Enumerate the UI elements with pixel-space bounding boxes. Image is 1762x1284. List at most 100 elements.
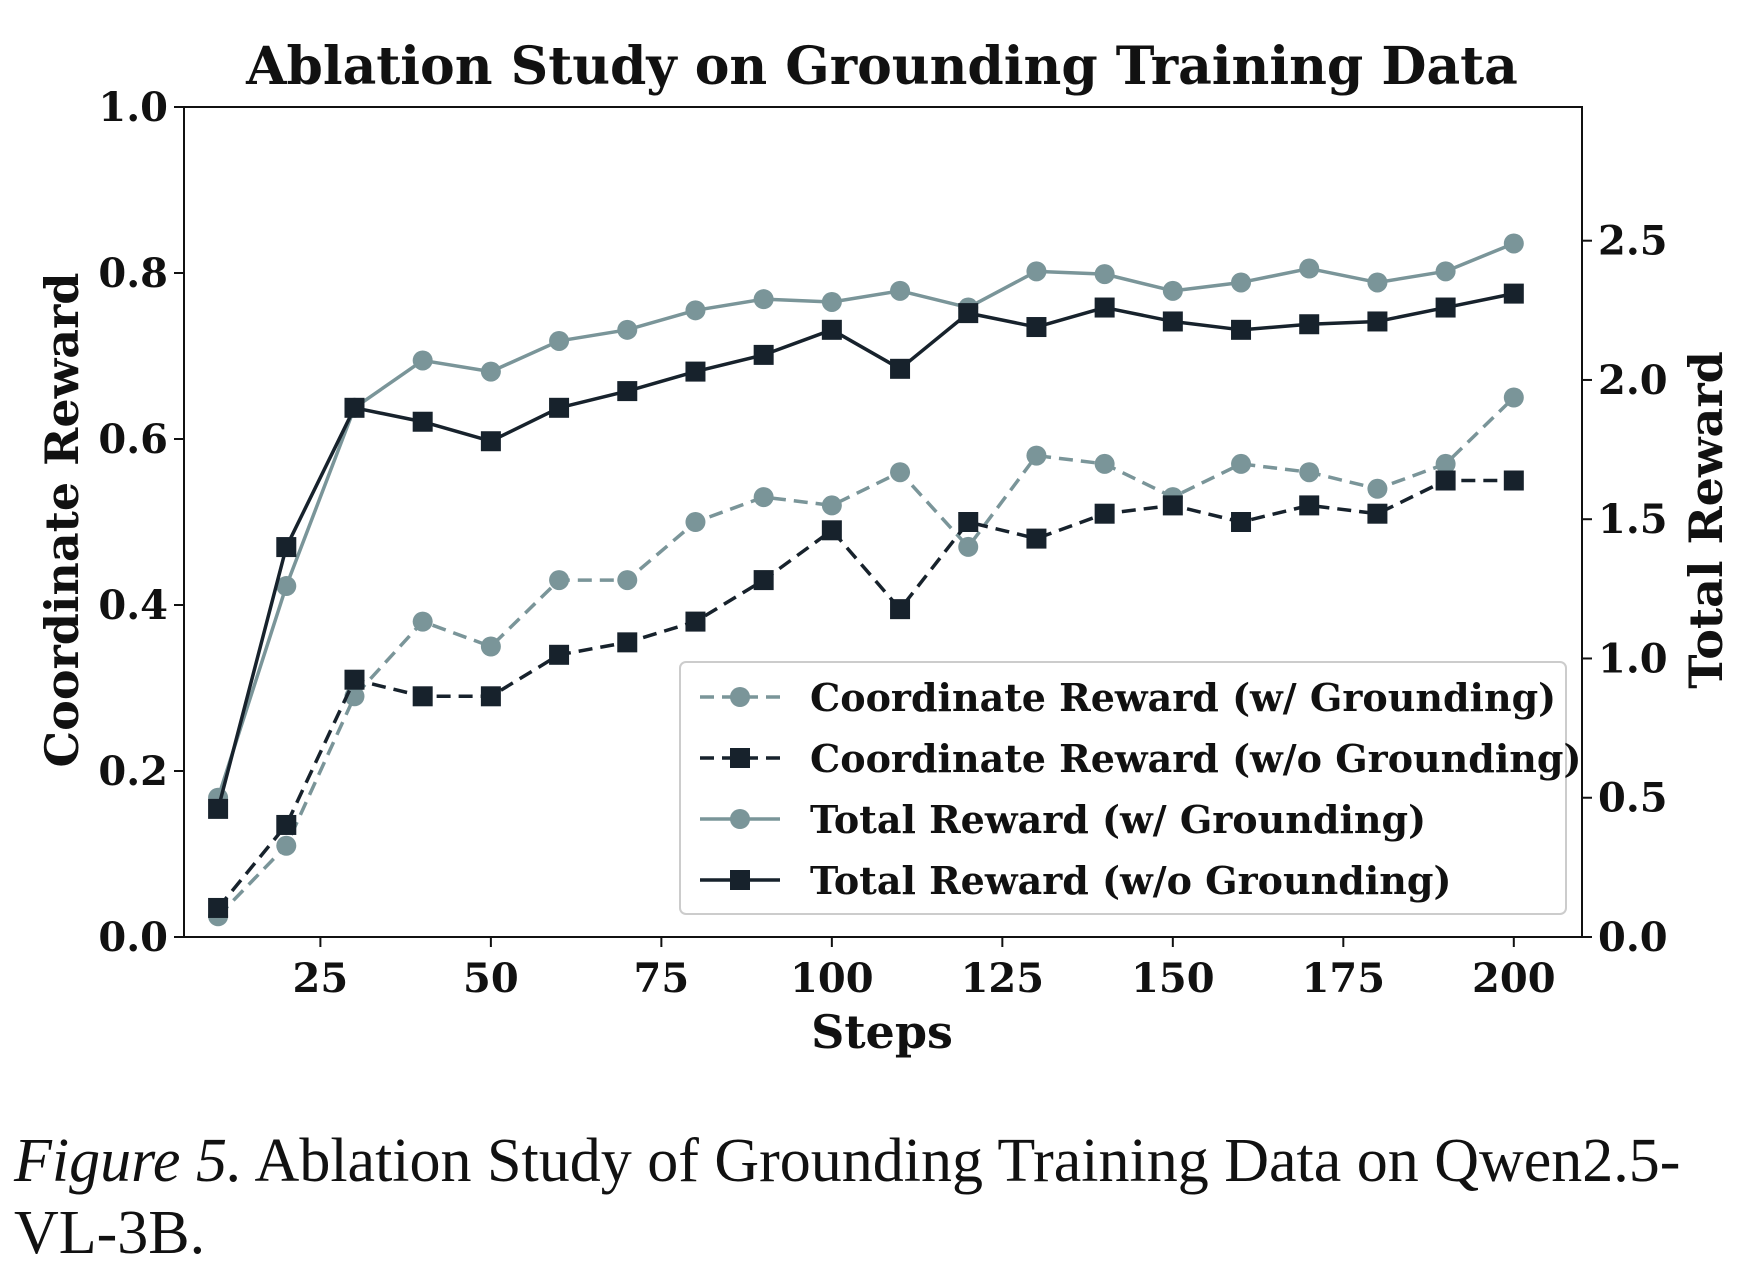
data-point [753,487,774,508]
data-point [890,280,911,301]
data-point [1026,528,1047,549]
data-point [821,520,842,541]
data-point [1094,264,1115,285]
data-point [480,636,501,657]
data-point [1367,503,1388,524]
legend-entry: Coordinate Reward (w/ Grounding) [810,675,1556,720]
data-point [821,495,842,516]
data-point [617,570,638,591]
x-tick-label: 125 [961,955,1045,1002]
figure-label: Figure 5. [14,1127,243,1195]
y-right-tick-label: 2.5 [1598,218,1668,265]
figure-caption-text: Ablation Study of Grounding Training Dat… [14,1127,1681,1267]
data-point [1299,495,1320,516]
data-point [1026,445,1047,466]
data-point [753,344,774,365]
y-left-tick-label: 0.2 [98,748,168,795]
data-point [1435,470,1456,491]
data-point [958,536,979,557]
legend-swatch-marker [730,809,750,829]
data-point [890,462,911,483]
y-right-tick-label: 2.0 [1598,357,1668,404]
x-tick-label: 175 [1302,955,1386,1002]
data-point [276,835,297,856]
data-point [821,319,842,340]
data-point [1162,311,1183,332]
data-point [1299,314,1320,335]
x-tick-label: 100 [790,955,874,1002]
data-point [753,289,774,310]
data-point [1231,319,1252,340]
series-line [216,396,1516,918]
data-point [617,632,638,653]
data-point [549,397,570,418]
plot-frame [183,106,1583,938]
data-point [480,431,501,452]
data-point [821,291,842,312]
y-right-tick-label: 1.0 [1598,635,1668,682]
y-left-tick-label: 0.0 [98,914,168,961]
y-left-tick-label: 0.6 [98,416,168,463]
legend-swatch-marker [730,870,750,890]
data-point [412,411,433,432]
data-point [549,330,570,351]
data-point [1367,272,1388,293]
data-point [685,512,706,532]
y-right-tick-label: 1.5 [1598,496,1668,543]
y-right-tick-label: 0.0 [1598,914,1668,961]
data-point [480,686,501,707]
series-line [216,241,1515,799]
data-point [1231,272,1252,293]
y-right-tick-label: 0.5 [1598,775,1668,822]
y-left-tick-label: 0.8 [98,250,168,297]
data-point [1026,261,1047,282]
data-point [1094,297,1115,318]
legend: Coordinate Reward (w/ Grounding) Coordina… [679,661,1582,915]
x-tick-label: 150 [1131,955,1215,1002]
data-point [1299,462,1320,483]
x-tick-label: 75 [634,955,690,1002]
series-line [216,478,1514,910]
chart: Ablation Study on Grounding Training Dat… [35,36,1733,1059]
data-point [276,576,297,597]
data-point [1094,503,1115,524]
x-tick-label: 50 [463,955,519,1002]
data-point [1231,453,1252,474]
data-point [276,814,297,835]
data-point [1367,311,1388,332]
data-point [1367,478,1388,499]
y-left-tick-label: 1.0 [98,84,168,131]
data-point [1435,453,1456,474]
data-point [958,303,979,324]
data-point [412,611,433,632]
data-point [1094,453,1115,474]
x-tick-label: 25 [293,955,349,1002]
y-axis-label-left: Coordinate Reward [35,273,89,768]
data-point [685,300,706,321]
series-4 [208,283,1524,819]
data-point [890,358,911,379]
data-point [208,798,229,819]
y-axis-label-right: Total Reward [1679,351,1733,688]
data-point [412,350,433,371]
data-point [1026,317,1047,338]
data-point [1299,258,1320,279]
data-point [276,537,297,558]
data-point [1503,233,1524,254]
x-tick-label: 200 [1472,955,1556,1002]
data-point [617,381,638,402]
legend-swatch-marker [730,687,750,707]
data-point [549,570,570,591]
data-point [1162,280,1183,301]
data-point [549,644,570,665]
legend-box [679,661,1567,915]
data-point [344,397,365,418]
data-point [1503,283,1524,304]
data-point [685,361,706,382]
data-point [1162,495,1183,516]
legend-entry: Total Reward (w/ Grounding) [810,797,1426,842]
data-point [1503,387,1524,408]
data-point [890,599,911,620]
data-point [1503,470,1524,491]
